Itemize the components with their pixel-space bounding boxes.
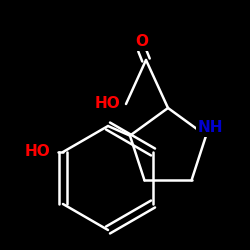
- Text: O: O: [136, 34, 148, 50]
- Text: HO: HO: [95, 96, 121, 112]
- Text: NH: NH: [197, 120, 223, 136]
- Text: HO: HO: [25, 144, 51, 160]
